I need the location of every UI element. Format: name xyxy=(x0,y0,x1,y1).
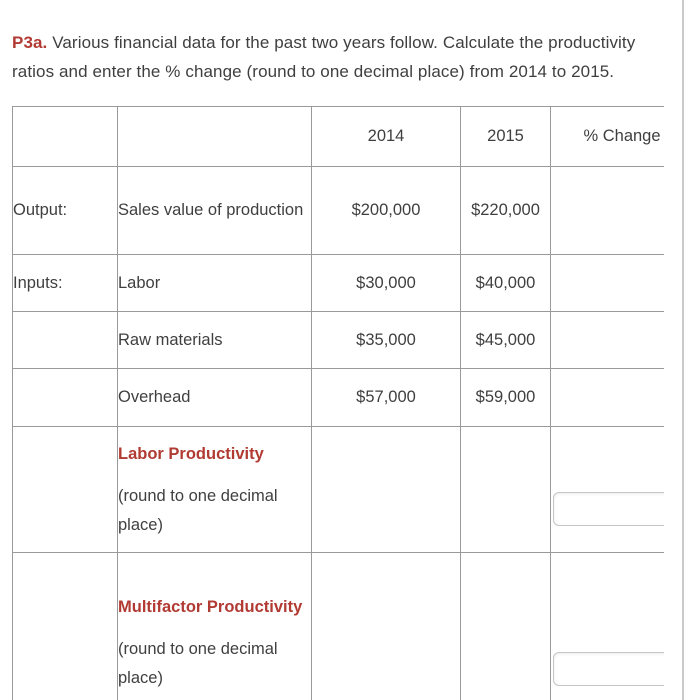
category-cell xyxy=(12,426,118,553)
table-scroll-area[interactable]: 2014 2015 % Change Output: Sales value o… xyxy=(12,106,664,700)
rounding-note: (round to one decimal place) xyxy=(118,639,278,687)
value-2014-cell: $30,000 xyxy=(311,254,461,312)
table-header-row: 2014 2015 % Change xyxy=(12,106,664,167)
table-row-output: Output: Sales value of production $200,0… xyxy=(12,166,664,255)
multifactor-productivity-percent-change-input[interactable] xyxy=(553,652,664,686)
rounding-note: (round to one decimal place) xyxy=(118,486,278,534)
value-2015-cell: $59,000 xyxy=(460,368,551,427)
percent-change-cell xyxy=(550,368,664,427)
category-cell xyxy=(12,552,118,700)
table-row-labor: Inputs: Labor $30,000 $40,000 xyxy=(12,254,664,312)
answer-description-cell: Multifactor Productivity (round to one d… xyxy=(117,552,312,700)
value-2014-cell: $200,000 xyxy=(311,166,461,255)
labor-productivity-label: Labor Productivity xyxy=(118,444,264,463)
percent-change-header: % Change xyxy=(550,106,664,167)
financial-data-table: 2014 2015 % Change Output: Sales value o… xyxy=(12,106,664,700)
problem-text: Various financial data for the past two … xyxy=(12,33,636,81)
value-2015-cell: $45,000 xyxy=(460,311,551,369)
empty-header-cell xyxy=(117,106,312,167)
value-2015-cell: $40,000 xyxy=(460,254,551,312)
table-row-overhead: Overhead $57,000 $59,000 xyxy=(12,368,664,427)
table-row-raw-materials: Raw materials $35,000 $45,000 xyxy=(12,311,664,369)
value-2014-cell: $57,000 xyxy=(311,368,461,427)
percent-change-cell xyxy=(550,311,664,369)
category-cell: Inputs: xyxy=(12,254,118,312)
item-cell: Labor xyxy=(117,254,312,312)
item-cell: Overhead xyxy=(117,368,312,427)
percent-change-cell xyxy=(550,166,664,255)
category-cell xyxy=(12,368,118,427)
year-2014-header: 2014 xyxy=(311,106,461,167)
value-2015-cell xyxy=(460,552,551,700)
problem-number-label: P3a. xyxy=(12,33,48,52)
table-row-labor-productivity: Labor Productivity (round to one decimal… xyxy=(12,426,664,553)
item-cell: Sales value of production xyxy=(117,166,312,255)
value-2015-cell xyxy=(460,426,551,553)
multifactor-productivity-label: Multifactor Productivity xyxy=(118,597,303,616)
empty-header-cell xyxy=(12,106,118,167)
percent-change-answer-cell xyxy=(550,552,664,700)
panel-right-border xyxy=(682,0,684,700)
category-cell: Output: xyxy=(12,166,118,255)
value-2014-cell xyxy=(311,426,461,553)
answer-description-cell: Labor Productivity (round to one decimal… xyxy=(117,426,312,553)
table-row-multifactor-productivity: Multifactor Productivity (round to one d… xyxy=(12,552,664,700)
problem-statement: P3a. Various financial data for the past… xyxy=(12,28,667,86)
value-2014-cell xyxy=(311,552,461,700)
category-cell xyxy=(12,311,118,369)
value-2015-cell: $220,000 xyxy=(460,166,551,255)
year-2015-header: 2015 xyxy=(460,106,551,167)
labor-productivity-percent-change-input[interactable] xyxy=(553,492,664,526)
percent-change-answer-cell xyxy=(550,426,664,553)
percent-change-cell xyxy=(550,254,664,312)
item-cell: Raw materials xyxy=(117,311,312,369)
value-2014-cell: $35,000 xyxy=(311,311,461,369)
